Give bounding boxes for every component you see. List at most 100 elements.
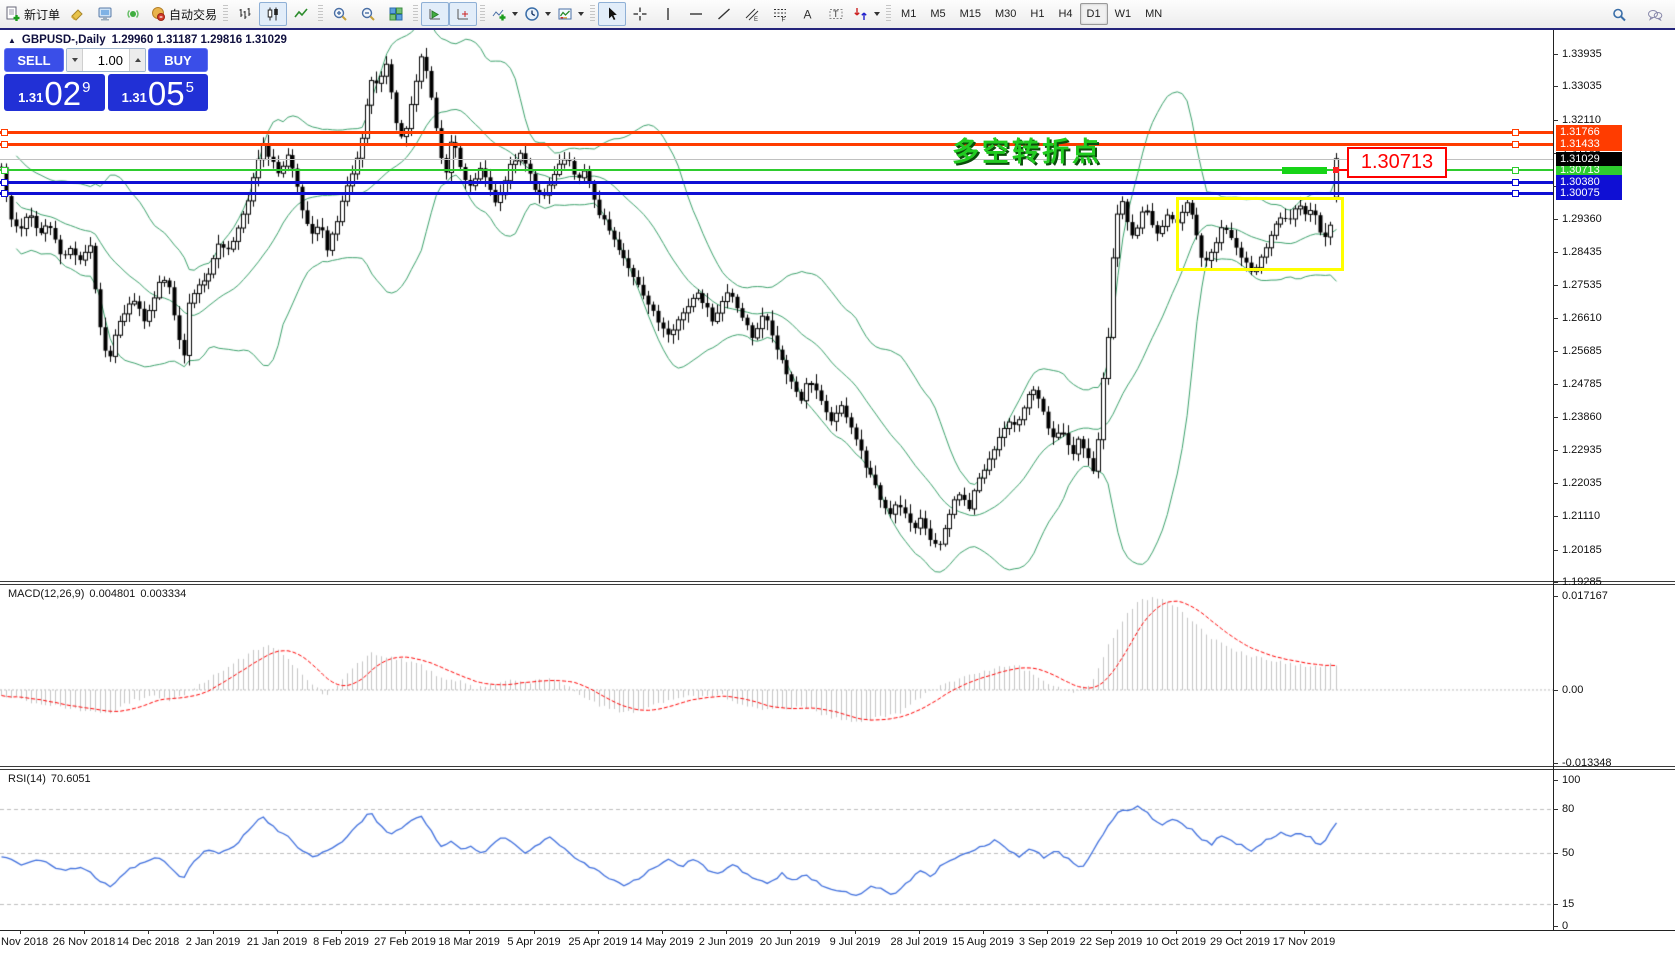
hline-1.31433-handle[interactable]: [1, 140, 8, 148]
periods-button[interactable]: [521, 2, 554, 26]
timeframe-m5-button[interactable]: M5: [930, 8, 946, 20]
fibonacci-button[interactable]: F: [766, 2, 794, 26]
price-callout[interactable]: 1.30713: [1347, 147, 1447, 178]
hline-1.30380-handle[interactable]: [1512, 178, 1519, 186]
date-tick: [726, 930, 727, 934]
volume-increase-button[interactable]: [129, 49, 145, 71]
timeframe-m30-button[interactable]: M30: [995, 8, 1017, 20]
date-tick: [983, 930, 984, 934]
eraser-button[interactable]: [63, 2, 91, 26]
community-button[interactable]: [1641, 3, 1669, 27]
toolbar-separator: [318, 5, 324, 23]
zoom-out-button[interactable]: [354, 2, 382, 26]
panel-separator[interactable]: [0, 581, 1675, 582]
fibonacci-icon: F: [772, 6, 788, 22]
auto-trading-button-label: 自动交易: [169, 7, 218, 22]
hline-1.30380[interactable]: [0, 180, 1553, 184]
date-tick: [598, 930, 599, 934]
rsi-panel-canvas[interactable]: [0, 770, 1553, 930]
price-tick-dash: [1553, 550, 1558, 551]
search-button[interactable]: [1605, 3, 1633, 27]
panel-separator[interactable]: [0, 769, 1675, 770]
price-callout-text: 1.30713: [1360, 151, 1434, 173]
sell-button[interactable]: SELL: [4, 48, 64, 72]
indicators-button[interactable]: [488, 2, 521, 26]
price-tick-dash: [1553, 285, 1558, 286]
timeframe-d1-button[interactable]: D1: [1079, 3, 1108, 25]
hline-1.31766-handle[interactable]: [1512, 128, 1519, 136]
date-tick: [20, 930, 21, 934]
price-chart-canvas[interactable]: [0, 30, 1553, 581]
templates-button[interactable]: [554, 2, 587, 26]
horizontal-line-button[interactable]: [682, 2, 710, 26]
thick-green-segment[interactable]: [1282, 166, 1327, 174]
sell-price-button[interactable]: 1.31 02 9: [4, 74, 105, 111]
price-tick: 1.24785: [1562, 378, 1602, 390]
rsi-tick: 80: [1562, 803, 1575, 815]
volume-value[interactable]: 1.00: [97, 52, 123, 68]
toolbar-separator: [413, 5, 419, 23]
caret-up-icon: [134, 58, 141, 62]
hline-1.31766-handle[interactable]: [1, 128, 8, 136]
timeframe-m15-button[interactable]: M15: [959, 8, 981, 20]
panel-separator[interactable]: [0, 584, 1675, 585]
price-line-label: 1.31029: [1556, 152, 1622, 166]
line-chart-button[interactable]: [287, 2, 315, 26]
buy-price-button[interactable]: 1.31 05 5: [107, 74, 208, 111]
zoom-in-button[interactable]: [326, 2, 354, 26]
rsi-tick: 0: [1562, 920, 1569, 932]
text-button[interactable]: A: [794, 2, 822, 26]
timeframe-h4-button[interactable]: H4: [1058, 8, 1073, 20]
rsi-tick: 50: [1562, 847, 1575, 859]
price-tick: 1.23860: [1562, 411, 1602, 423]
macd-panel-canvas[interactable]: [0, 585, 1553, 764]
hline-1.31433-handle[interactable]: [1512, 140, 1519, 148]
bar-chart-button[interactable]: [231, 2, 259, 26]
expert-advisors-button[interactable]: [91, 2, 119, 26]
chart-note-text[interactable]: 多空转折点: [952, 137, 1102, 167]
candlestick-chart-button[interactable]: [259, 2, 288, 26]
chart-shift-button[interactable]: [449, 2, 478, 26]
buy-button[interactable]: BUY: [148, 48, 208, 72]
rsi-tick: 15: [1562, 898, 1575, 910]
text-icon: A: [800, 6, 816, 22]
hline-1.31433[interactable]: [0, 142, 1553, 146]
timeframe-mn-button[interactable]: MN: [1145, 8, 1163, 20]
auto-trading-button[interactable]: 自动交易: [147, 2, 220, 26]
rectangle-annotation[interactable]: [1176, 197, 1344, 271]
hline-1.31766[interactable]: [0, 130, 1553, 134]
auto-scroll-icon: [427, 6, 443, 22]
collapse-arrow-icon[interactable]: ▲: [8, 35, 16, 45]
auto-scroll-button[interactable]: [421, 2, 450, 26]
ohlc-values-label: 1.29960 1.31187 1.29816 1.31029: [111, 34, 287, 46]
channel-button[interactable]: E: [738, 2, 766, 26]
new-order-button[interactable]: 新订单: [2, 2, 63, 26]
hline-1.30075-handle[interactable]: [1, 189, 8, 197]
arrows-button[interactable]: [850, 2, 883, 26]
date-tick: [213, 930, 214, 934]
hline-1.30075-handle[interactable]: [1512, 189, 1519, 197]
price-tick-dash: [1553, 582, 1558, 583]
date-tick: [1047, 930, 1048, 934]
hline-1.30713-handle[interactable]: [1, 166, 8, 174]
chart-bar-icon: [237, 6, 253, 22]
rsi-indicator-label: RSI(14) 70.6051: [8, 773, 91, 785]
timeframe-h1-button[interactable]: H1: [1030, 8, 1045, 20]
volume-decrease-button[interactable]: [67, 49, 83, 71]
trendline-button[interactable]: [710, 2, 738, 26]
hline-1.30075[interactable]: [0, 191, 1553, 195]
volume-stepper: 1.00: [66, 48, 146, 72]
vertical-line-button[interactable]: [654, 2, 682, 26]
panel-separator[interactable]: [0, 766, 1675, 767]
hline-1.30713[interactable]: [0, 169, 1553, 172]
timeframe-w1-button[interactable]: W1: [1114, 8, 1132, 20]
tile-windows-button[interactable]: [382, 2, 410, 26]
crosshair-button[interactable]: [626, 2, 654, 26]
date-label: 14 May 2019: [630, 936, 694, 948]
signals-button[interactable]: [119, 2, 147, 26]
label-button[interactable]: T: [822, 2, 850, 26]
hline-1.30380-handle[interactable]: [1, 178, 8, 186]
timeframe-m1-button[interactable]: M1: [901, 8, 917, 20]
hline-1.30713-handle[interactable]: [1512, 166, 1519, 174]
cursor-button[interactable]: [598, 2, 627, 26]
